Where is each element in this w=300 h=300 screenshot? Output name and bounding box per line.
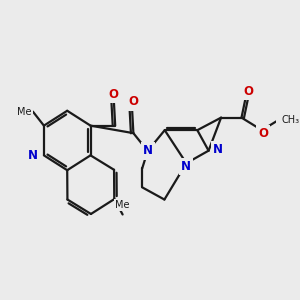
Text: Me: Me [116,200,130,210]
Text: N: N [143,145,153,158]
Text: O: O [243,85,254,98]
Text: N: N [181,160,191,173]
Text: O: O [128,95,138,108]
Text: N: N [213,143,223,156]
Text: N: N [28,149,38,162]
Text: Me: Me [17,106,32,117]
Text: CH₃: CH₃ [281,115,299,125]
Text: O: O [109,88,119,101]
Text: N: N [28,149,38,162]
Text: O: O [258,127,268,140]
